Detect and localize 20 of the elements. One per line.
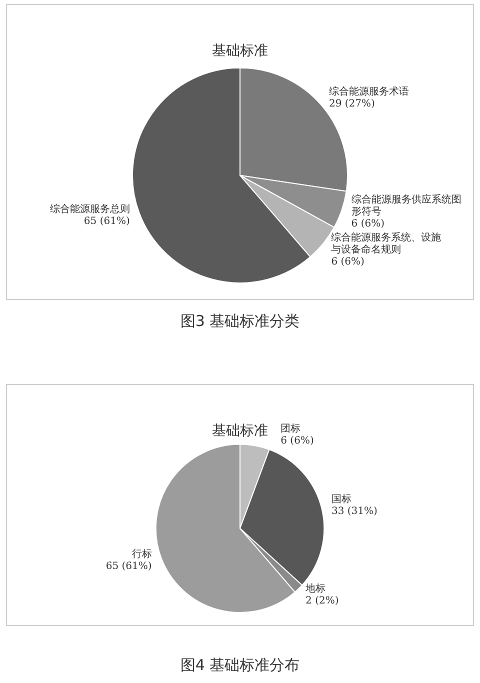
slice-label: 团标 bbox=[280, 422, 301, 434]
data-label: 33 (31%) bbox=[331, 506, 378, 517]
data-label: 6 (6%) bbox=[280, 435, 314, 446]
slice-label: 地标 bbox=[304, 582, 326, 595]
data-label: 2 (2%) bbox=[306, 596, 339, 607]
slice-label: 综合能源服务系统、设施与设备命名规则 bbox=[331, 232, 442, 256]
slice-label: 国标 bbox=[331, 492, 352, 505]
slice-label: 行标 bbox=[132, 548, 152, 560]
slice-label: 综合能源服务总则 bbox=[50, 202, 130, 215]
slice-label: 综合能源服务供应系统图形符号 bbox=[351, 194, 462, 218]
chart-title: 基础标准 bbox=[212, 423, 268, 440]
slice-label: 综合能源服务术语 bbox=[329, 85, 410, 98]
data-label: 65 (61%) bbox=[84, 216, 130, 227]
chart-title: 基础标准 bbox=[212, 43, 268, 60]
data-label: 6 (6%) bbox=[351, 218, 385, 230]
caption: 图4 基础标准分布 bbox=[179, 656, 301, 675]
caption: 图3 基础标准分类 bbox=[179, 312, 301, 331]
data-label: 6 (6%) bbox=[331, 256, 365, 268]
data-label: 65 (61%) bbox=[106, 560, 152, 572]
data-label: 29 (27%) bbox=[329, 98, 376, 110]
